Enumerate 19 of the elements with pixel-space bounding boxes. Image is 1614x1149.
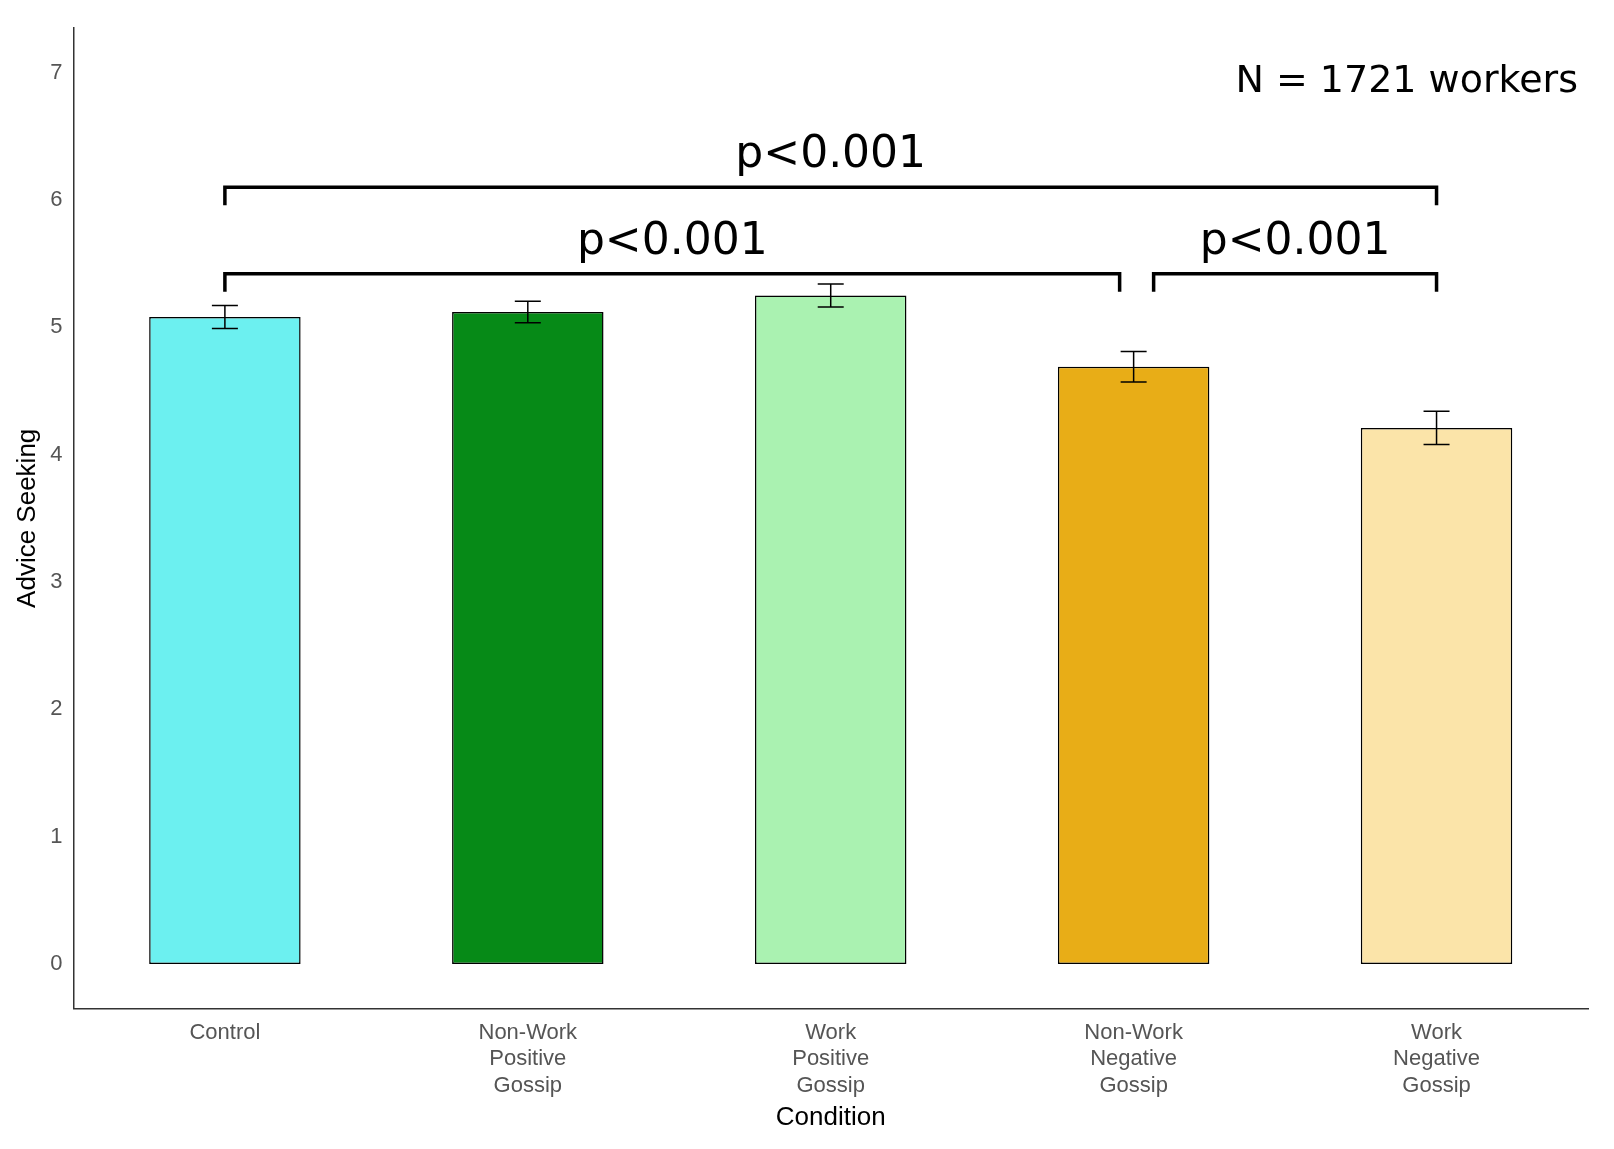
y-tick-label: 0: [50, 950, 63, 976]
x-tick-label: Non-Work Negative Gossip: [1084, 1018, 1184, 1097]
y-tick-label: 7: [50, 58, 63, 84]
annotation: p<0.001: [576, 212, 768, 264]
x-tick-label: Work Positive Gossip: [792, 1018, 870, 1097]
x-tick-label: Non-Work Positive Gossip: [478, 1018, 579, 1097]
annotation: N = 1721 workers: [1235, 56, 1578, 101]
y-tick-label: 4: [50, 440, 63, 466]
y-tick-label: 2: [50, 695, 63, 721]
annotation: p<0.001: [1199, 212, 1391, 264]
x-tick-label: Work Negative Gossip: [1393, 1018, 1480, 1097]
y-tick-label: 5: [50, 313, 63, 339]
y-axis-title: Advice Seeking: [10, 428, 41, 608]
y-tick-label: 3: [50, 568, 63, 594]
y-tick-label: 1: [50, 822, 63, 848]
x-tick-label: Control: [189, 1018, 261, 1044]
annotation: p<0.001: [735, 126, 927, 178]
x-axis-title: Condition: [775, 1100, 886, 1131]
y-tick-label: 6: [50, 185, 63, 211]
